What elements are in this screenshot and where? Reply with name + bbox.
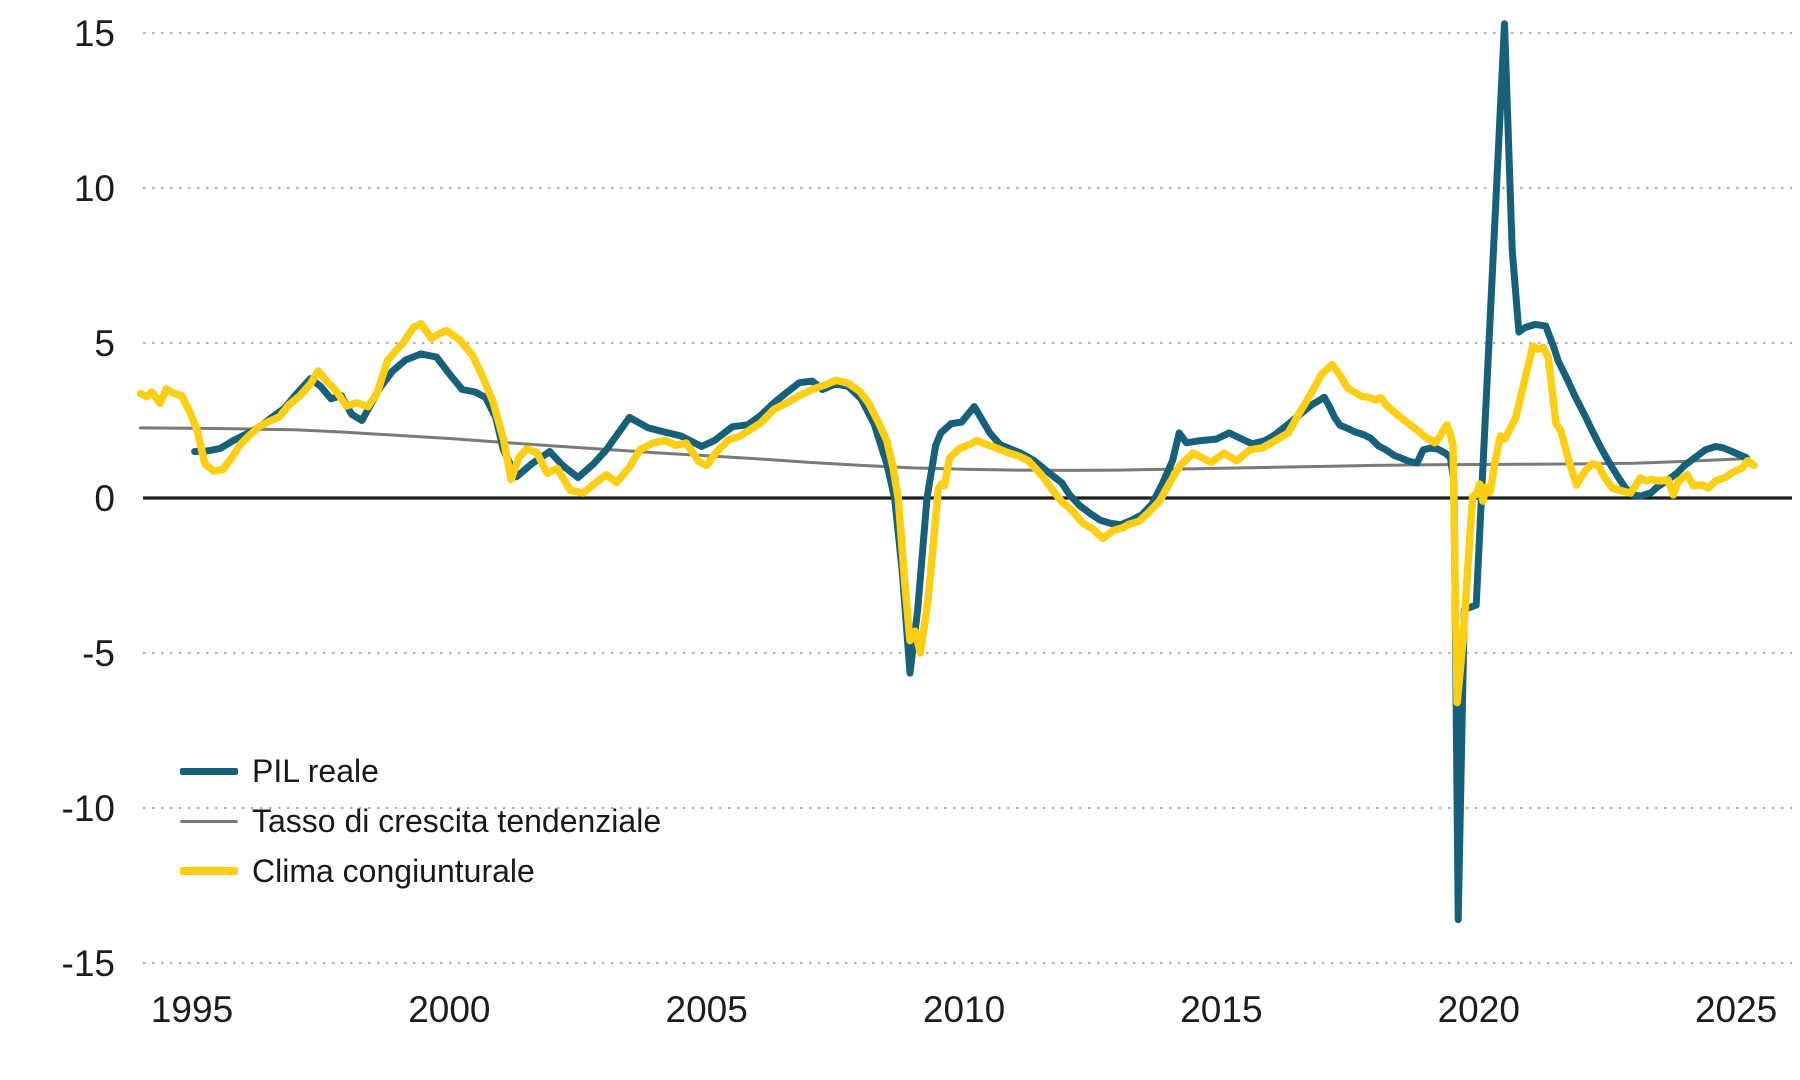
svg-text:-15: -15 <box>62 943 115 984</box>
data-series-lines <box>136 20 1758 924</box>
legend: PIL reale Tasso di crescita tendenziale … <box>180 746 661 896</box>
svg-text:10: 10 <box>74 168 115 209</box>
svg-text:1995: 1995 <box>151 989 233 1030</box>
x-axis-tick-labels: 1995 2000 2005 2010 2015 2020 2025 <box>151 989 1777 1030</box>
svg-text:2020: 2020 <box>1438 989 1520 1030</box>
series-line-tasso-di-crescita-tendenziale <box>139 426 1748 472</box>
legend-label-tasso-tendenziale: Tasso di crescita tendenziale <box>252 803 662 839</box>
legend-label-pil-reale: PIL reale <box>252 753 379 789</box>
legend-item-clima-congiunturale: Clima congiunturale <box>180 846 661 896</box>
svg-text:2000: 2000 <box>408 989 490 1030</box>
svg-text:2015: 2015 <box>1180 989 1262 1030</box>
svg-text:-10: -10 <box>62 788 115 829</box>
svg-text:15: 15 <box>74 13 115 54</box>
svg-text:2005: 2005 <box>666 989 748 1030</box>
svg-text:2010: 2010 <box>923 989 1005 1030</box>
series-line-clima-congiunturale <box>136 320 1758 707</box>
svg-text:5: 5 <box>94 323 115 364</box>
legend-label-clima-congiunturale: Clima congiunturale <box>252 853 535 889</box>
clima-congiunturale-line-swatch <box>180 867 238 875</box>
y-axis-tick-labels: 15 10 5 0 -5 -10 -15 <box>62 13 115 984</box>
tasso-tendenziale-line-swatch <box>180 819 238 823</box>
svg-text:-5: -5 <box>82 633 115 674</box>
pil-reale-line-swatch <box>180 767 238 775</box>
legend-item-pil-reale: PIL reale <box>180 746 661 796</box>
legend-item-tasso-di-crescita-tendenziale: Tasso di crescita tendenziale <box>180 796 661 846</box>
svg-text:2025: 2025 <box>1695 989 1777 1030</box>
svg-text:0: 0 <box>94 478 115 519</box>
